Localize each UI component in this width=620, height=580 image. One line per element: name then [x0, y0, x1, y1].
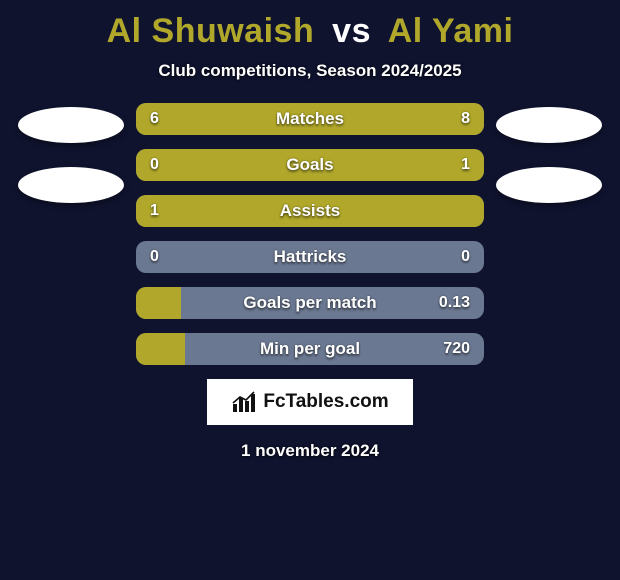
stat-value-left: 0: [150, 248, 159, 266]
stat-fill-right: [275, 103, 484, 135]
stat-bar: Assists1: [136, 195, 484, 227]
player1-name: Al Shuwaish: [107, 12, 315, 50]
player2-club-placeholder: [496, 167, 602, 203]
source-logo-text: FcTables.com: [263, 391, 388, 413]
player2-name: Al Yami: [388, 12, 514, 50]
stat-value-right: 720: [443, 340, 470, 358]
stat-bars: Matches68 Goals01 Assists1 Hattricks0 0 Goals…: [136, 103, 484, 365]
infographic-container: Al Shuwaish vs Al Yami Club competitions…: [0, 0, 620, 580]
stat-fill-left: [136, 333, 185, 365]
subtitle: Club competitions, Season 2024/2025: [158, 61, 461, 81]
player1-column: [14, 103, 124, 203]
stat-fill-right: [199, 149, 484, 181]
stat-bar: Min per goal720: [136, 333, 484, 365]
date-stamp: 1 november 2024: [241, 441, 379, 461]
player1-portrait-placeholder: [18, 107, 124, 143]
stat-value-right: 0.13: [439, 294, 470, 312]
stat-fill-left: [136, 195, 484, 227]
stat-label: Min per goal: [136, 339, 484, 359]
stat-label: Hattricks: [136, 247, 484, 267]
player2-column: [496, 103, 606, 203]
stat-bar: Matches68: [136, 103, 484, 135]
stat-bar: Goals per match0.13: [136, 287, 484, 319]
vs-label: vs: [332, 12, 371, 50]
bar-chart-icon: [231, 390, 257, 414]
player1-club-placeholder: [18, 167, 124, 203]
content-row: Matches68 Goals01 Assists1 Hattricks0 0 Goals…: [8, 103, 612, 365]
source-logo: FcTables.com: [207, 379, 413, 425]
stat-fill-left: [136, 103, 275, 135]
stat-bar: Hattricks0 0: [136, 241, 484, 273]
stat-bar: Goals01: [136, 149, 484, 181]
stat-value-right: 0: [461, 248, 470, 266]
stat-label: Goals per match: [136, 293, 484, 313]
comparison-title: Al Shuwaish vs Al Yami: [107, 12, 514, 51]
stat-fill-left: [136, 287, 181, 319]
stat-fill-left: [136, 149, 199, 181]
player2-portrait-placeholder: [496, 107, 602, 143]
